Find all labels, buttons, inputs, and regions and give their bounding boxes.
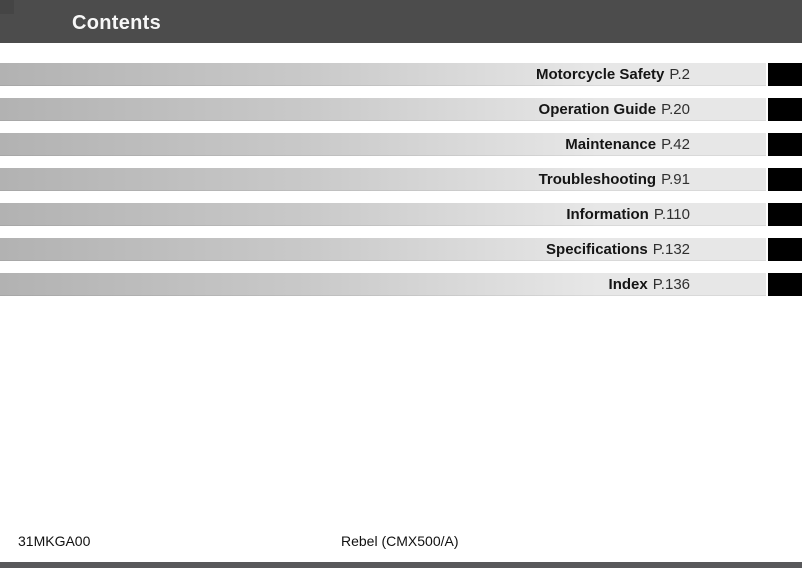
chapter-tab [768,203,802,226]
toc-row-index[interactable]: Index P.136 [0,273,802,296]
toc-label: Troubleshooting [538,170,657,188]
toc-page-ref: P.110 [653,205,690,223]
toc-bar: Maintenance P.42 [0,133,766,156]
toc-bar: Information P.110 [0,203,766,226]
toc-bar: Motorcycle Safety P.2 [0,63,766,86]
toc-bar: Index P.136 [0,273,766,296]
page-title: Contents [72,12,162,34]
toc-list: Motorcycle Safety P.2 Operation Guide P.… [0,63,802,308]
toc-label: Operation Guide [538,100,657,118]
chapter-tab [768,98,802,121]
toc-bar: Operation Guide P.20 [0,98,766,121]
part-number: 31MKGA00 [18,533,91,549]
toc-label: Information [566,205,649,223]
toc-label: Maintenance [565,135,657,153]
toc-bar: Troubleshooting P.91 [0,168,766,191]
toc-label: Specifications [546,240,648,258]
toc-label: Index [608,275,648,293]
chapter-tab [768,238,802,261]
toc-row-motorcycle-safety[interactable]: Motorcycle Safety P.2 [0,63,802,86]
chapter-tab [768,273,802,296]
bottom-rule [0,562,802,568]
toc-page-ref: P.91 [661,170,690,188]
toc-row-troubleshooting[interactable]: Troubleshooting P.91 [0,168,802,191]
toc-page-ref: P.42 [661,135,690,153]
header-corner-mark [0,0,14,14]
toc-row-specifications[interactable]: Specifications P.132 [0,238,802,261]
header-bar: Contents [0,0,802,43]
toc-row-operation-guide[interactable]: Operation Guide P.20 [0,98,802,121]
toc-label: Motorcycle Safety [536,65,665,83]
toc-row-maintenance[interactable]: Maintenance P.42 [0,133,802,156]
chapter-tab [768,168,802,191]
model-name: Rebel (CMX500/A) [341,533,459,549]
chapter-tab [768,133,802,156]
toc-page-ref: P.132 [652,240,690,258]
toc-bar: Specifications P.132 [0,238,766,261]
toc-page-ref: P.2 [669,65,690,83]
toc-page-ref: P.136 [652,275,690,293]
toc-page-ref: P.20 [661,100,690,118]
toc-row-information[interactable]: Information P.110 [0,203,802,226]
chapter-tab [768,63,802,86]
